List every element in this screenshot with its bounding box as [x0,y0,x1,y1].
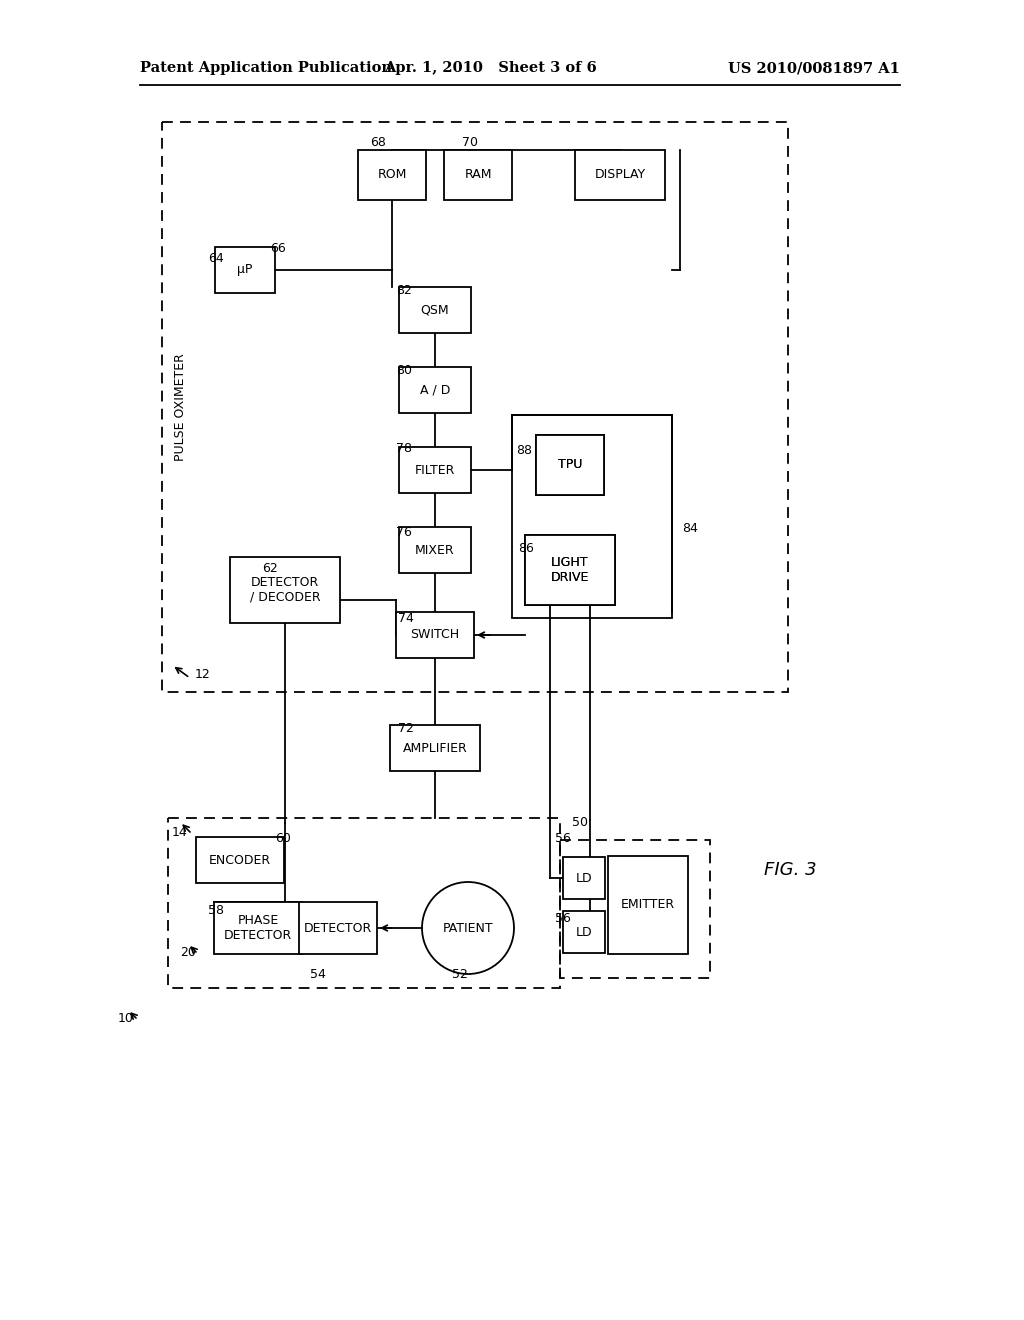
Text: 20: 20 [180,945,196,958]
Text: 50: 50 [572,816,588,829]
Text: 10: 10 [118,1011,134,1024]
Text: 60: 60 [275,832,291,845]
Bar [563,857,605,899]
Text: 72: 72 [398,722,414,734]
Text: TPU: TPU [558,458,583,471]
Bar [575,150,665,201]
Text: 56: 56 [555,832,570,845]
Text: 14: 14 [172,825,187,838]
Bar [536,436,604,495]
Text: LD: LD [575,871,592,884]
Bar [299,902,377,954]
Bar [444,150,512,201]
Text: PATIENT: PATIENT [442,921,494,935]
Text: 78: 78 [396,441,412,454]
Bar [230,557,340,623]
Bar [358,150,426,201]
Bar [560,840,710,978]
Text: LD: LD [575,925,592,939]
Bar [214,902,302,954]
Text: TPU: TPU [558,458,583,471]
Text: DETECTOR: DETECTOR [304,921,372,935]
Text: LIGHT
DRIVE: LIGHT DRIVE [551,556,589,583]
Bar [563,911,605,953]
Bar [215,247,275,293]
Text: EMITTER: EMITTER [621,899,675,912]
Text: 82: 82 [396,284,412,297]
Text: MIXER: MIXER [415,544,455,557]
Text: LIGHT
DRIVE: LIGHT DRIVE [551,556,589,583]
Text: 68: 68 [370,136,386,149]
Bar [399,527,471,573]
Text: 52: 52 [452,968,468,981]
Bar [608,855,688,954]
Text: 86: 86 [518,541,534,554]
Text: 84: 84 [682,521,698,535]
Text: ROM: ROM [377,169,407,181]
Text: A / D: A / D [420,384,451,396]
Text: 12: 12 [195,668,211,681]
Bar [512,414,672,618]
Text: 88: 88 [516,444,532,457]
Bar [399,286,471,333]
Bar [525,535,615,605]
Text: PULSE OXIMETER: PULSE OXIMETER [173,352,186,461]
Text: PHASE
DETECTOR: PHASE DETECTOR [224,913,292,942]
Text: Apr. 1, 2010   Sheet 3 of 6: Apr. 1, 2010 Sheet 3 of 6 [384,61,596,75]
Bar [196,837,284,883]
Text: RAM: RAM [464,169,492,181]
Text: 80: 80 [396,363,412,376]
Bar [390,725,480,771]
Text: 74: 74 [398,611,414,624]
Text: μP: μP [238,264,253,276]
Bar [525,535,615,605]
Text: US 2010/0081897 A1: US 2010/0081897 A1 [728,61,900,75]
Text: ENCODER: ENCODER [209,854,271,866]
Text: Patent Application Publication: Patent Application Publication [140,61,392,75]
Text: 76: 76 [396,525,412,539]
Text: DETECTOR
/ DECODER: DETECTOR / DECODER [250,576,321,605]
Text: SWITCH: SWITCH [411,628,460,642]
Text: 70: 70 [462,136,478,149]
Text: 62: 62 [262,561,278,574]
Text: FIG. 3: FIG. 3 [764,861,816,879]
Text: FILTER: FILTER [415,463,456,477]
Bar [399,367,471,413]
Text: AMPLIFIER: AMPLIFIER [402,742,467,755]
Text: 56: 56 [555,912,570,924]
Bar [168,818,560,987]
Text: DISPLAY: DISPLAY [595,169,645,181]
Text: 66: 66 [270,242,286,255]
Bar [536,436,604,495]
Text: 64: 64 [208,252,224,264]
Bar [396,612,474,657]
Bar [399,447,471,492]
Bar [162,121,788,692]
Text: 54: 54 [310,968,326,981]
Text: 58: 58 [208,903,224,916]
Text: QSM: QSM [421,304,450,317]
